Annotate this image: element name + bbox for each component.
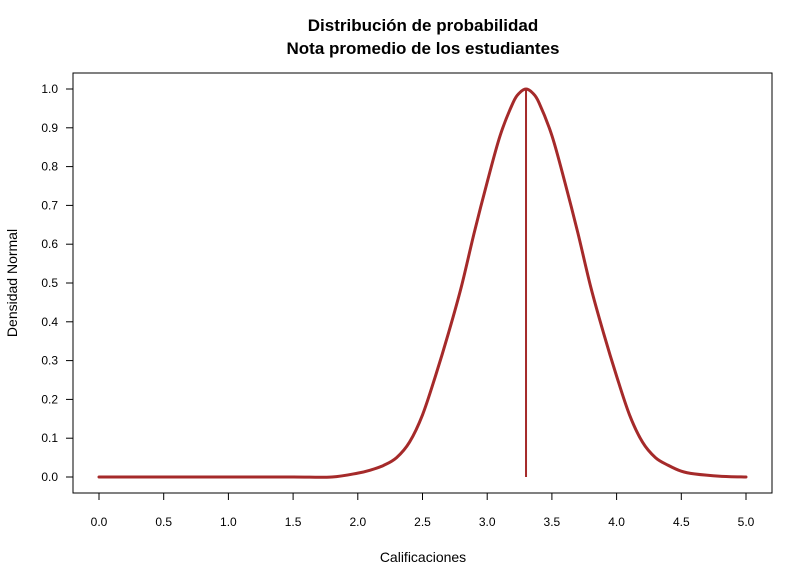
chart-subtitle: Nota promedio de los estudiantes <box>287 39 560 58</box>
x-tick-label: 4.5 <box>673 515 690 529</box>
x-axis-label: Calificaciones <box>380 549 466 565</box>
y-tick-label: 0.1 <box>41 431 58 445</box>
plot-area <box>97 87 748 479</box>
y-tick-label: 0.8 <box>41 160 58 174</box>
chart-title: Distribución de probabilidad <box>308 16 538 35</box>
x-tick-label: 1.0 <box>220 515 237 529</box>
x-tick-label: 0.0 <box>91 515 108 529</box>
x-axis: 0.0 0.5 1.0 1.5 2.0 2.5 3.0 3.5 4.0 4.5 5.0 <box>91 493 755 529</box>
y-tick-label: 0.4 <box>41 315 58 329</box>
y-tick-label: 0.6 <box>41 237 58 251</box>
y-axis-label: Densidad Normal <box>4 229 20 337</box>
x-tick-label: 5.0 <box>738 515 755 529</box>
x-tick-label: 0.5 <box>155 515 172 529</box>
x-tick-label: 2.0 <box>349 515 366 529</box>
y-tick-label: 0.7 <box>41 198 58 212</box>
y-tick-label: 0.0 <box>41 470 58 484</box>
x-tick-label: 1.5 <box>285 515 302 529</box>
y-axis: 0.0 0.1 0.2 0.3 0.4 0.5 0.6 0.7 0.8 0.9 1.0 <box>41 82 73 484</box>
y-tick-label: 0.3 <box>41 354 58 368</box>
density-curve <box>97 87 748 479</box>
y-tick-label: 0.2 <box>41 392 58 406</box>
y-tick-label: 1.0 <box>41 82 58 96</box>
x-tick-label: 2.5 <box>414 515 431 529</box>
x-tick-label: 4.0 <box>608 515 625 529</box>
y-tick-label: 0.9 <box>41 121 58 135</box>
y-tick-label: 0.5 <box>41 276 58 290</box>
plot-frame <box>72 72 773 494</box>
x-tick-label: 3.5 <box>544 515 561 529</box>
x-tick-label: 3.0 <box>479 515 496 529</box>
